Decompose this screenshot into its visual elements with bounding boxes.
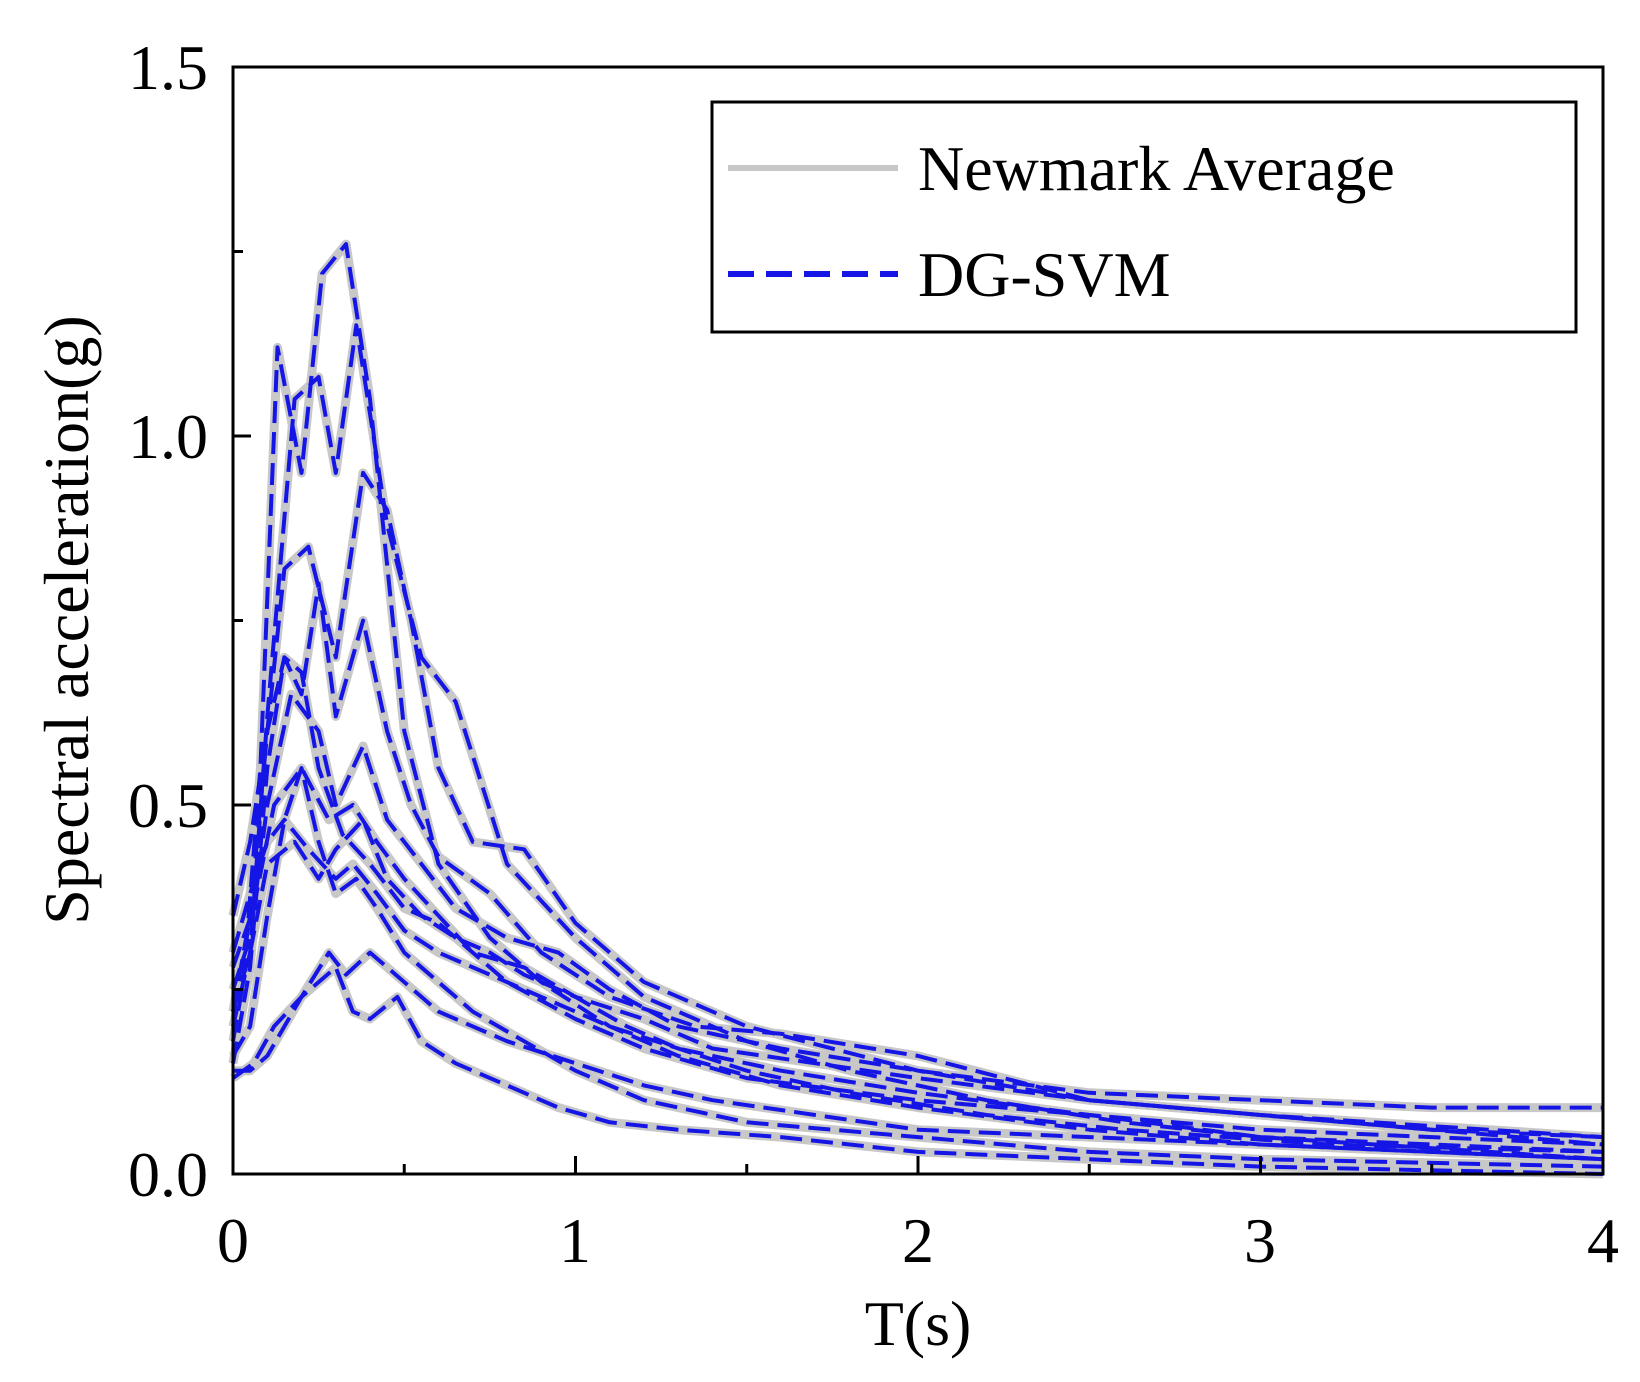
- x-tick-label: 0: [217, 1205, 249, 1276]
- y-tick-label: 0.5: [128, 770, 208, 841]
- legend: Newmark Average DG-SVM: [710, 100, 1578, 334]
- dgsvm-line-1: [231, 242, 1604, 1162]
- x-tick-label: 1: [559, 1205, 591, 1276]
- x-tick-label: 4: [1587, 1205, 1619, 1276]
- dgsvm-line-12: [231, 817, 1604, 1162]
- dgsvm-line-5: [231, 692, 1603, 1110]
- y-tick-label: 1.0: [128, 401, 208, 472]
- dgsvm-line-9: [231, 950, 1604, 1162]
- newmark-line-3: [228, 468, 1604, 1142]
- axis-ticks: [231, 65, 1605, 1176]
- y-tick-label: 0.0: [128, 1139, 208, 1210]
- dgsvm-series-group: [231, 242, 1604, 1176]
- legend-label-dgsvm: DG-SVM: [918, 239, 1170, 310]
- x-tick-label: 3: [1244, 1205, 1276, 1276]
- newmark-series-group: [228, 239, 1604, 1179]
- y-axis-title: Spectral acceleration(g): [31, 315, 102, 924]
- dgsvm-line-2: [231, 323, 1604, 1154]
- y-tick-label: 1.5: [128, 32, 208, 103]
- x-tick-label: 2: [902, 1205, 934, 1276]
- dgsvm-line-10: [233, 965, 1604, 1176]
- newmark-line-1: [228, 239, 1604, 1164]
- dgsvm-line-4: [231, 581, 1604, 1140]
- x-axis-title: T(s): [865, 1288, 972, 1359]
- dgsvm-line-8: [231, 766, 1604, 1169]
- dgsvm-line-7: [231, 817, 1604, 1154]
- legend-label-newmark: Newmark Average: [918, 133, 1395, 204]
- legend-box: [710, 100, 1578, 334]
- newmark-line-2: [228, 320, 1604, 1157]
- dgsvm-line-3: [231, 470, 1604, 1140]
